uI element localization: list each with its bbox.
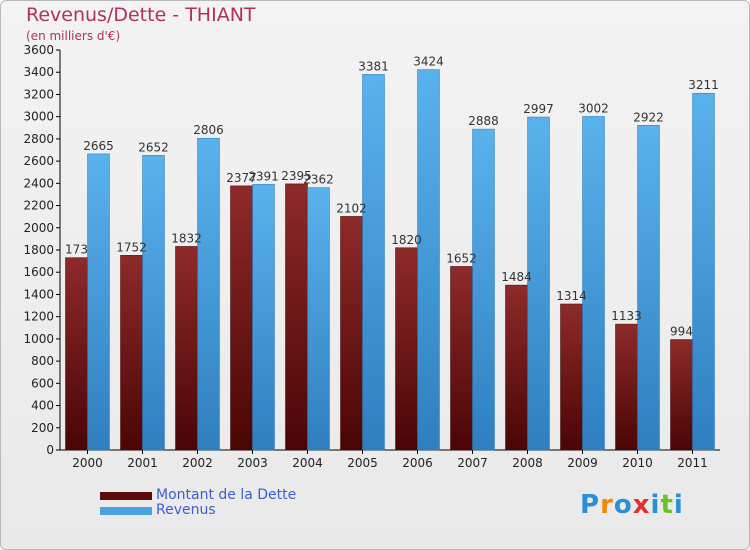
revenus-value-label: 2888 (468, 114, 499, 128)
x-tick-label: 2002 (182, 456, 213, 470)
y-tick-label: 3200 (23, 87, 54, 101)
x-tick-label: 2003 (237, 456, 268, 470)
legend-label-revenus: Revenus (156, 502, 216, 518)
x-tick-label: 2001 (127, 456, 158, 470)
y-tick-label: 1200 (23, 310, 54, 324)
revenus-bar (637, 125, 660, 451)
y-tick-label: 800 (31, 354, 54, 368)
logo-letter: t (660, 490, 674, 520)
dette-bar (340, 216, 363, 451)
legend-swatch-revenus (100, 507, 152, 515)
y-tick-label: 1800 (23, 243, 54, 257)
logo-letter: o (613, 490, 633, 520)
dette-value-label: 2102 (336, 201, 367, 215)
revenus-value-label: 2997 (523, 102, 554, 116)
y-tick-label: 2800 (23, 132, 54, 146)
revenus-value-label: 2391 (248, 169, 279, 183)
dette-bar (65, 257, 88, 451)
dette-bar (120, 255, 143, 451)
revenus-bar (197, 137, 220, 451)
revenus-bar (582, 116, 605, 451)
logo-letter: i (673, 490, 684, 520)
dette-bar (615, 323, 638, 451)
dette-bar (395, 247, 418, 451)
dette-value-label: 1820 (391, 233, 422, 247)
y-tick-label: 3600 (23, 43, 54, 57)
revenus-bar (307, 187, 330, 451)
dette-value-label: 173 (65, 243, 88, 257)
revenus-value-label: 2806 (193, 123, 224, 137)
revenus-bar (252, 184, 275, 451)
y-tick-label: 0 (46, 443, 54, 457)
dette-bar (230, 185, 253, 451)
x-tick-label: 2004 (292, 456, 323, 470)
logo-letter: P (580, 490, 601, 520)
x-tick-label: 2006 (402, 456, 433, 470)
y-tick-label: 2600 (23, 154, 54, 168)
dette-value-label: 2377 (226, 171, 257, 185)
revenus-value-label: 2652 (138, 140, 169, 154)
revenus-value-label: 3381 (358, 59, 389, 73)
revenus-value-label: 3002 (578, 101, 609, 115)
y-tick-label: 1000 (23, 332, 54, 346)
legend-label-dette: Montant de la Dette (156, 487, 297, 503)
x-tick-label: 2011 (677, 456, 708, 470)
dette-value-label: 1484 (501, 270, 532, 284)
y-tick-label: 400 (31, 399, 54, 413)
y-tick-label: 3400 (23, 65, 54, 79)
dette-value-label: 1133 (611, 309, 642, 323)
y-tick-label: 2400 (23, 176, 54, 190)
y-tick-label: 3000 (23, 110, 54, 124)
revenus-bar (142, 155, 165, 451)
revenus-value-label: 2362 (303, 173, 334, 187)
dette-bar (450, 266, 473, 451)
dette-bar (670, 339, 693, 451)
revenus-bar (417, 69, 440, 451)
dette-value-label: 1752 (116, 240, 147, 254)
revenus-bar (692, 92, 715, 451)
y-tick-label: 200 (31, 421, 54, 435)
x-tick-label: 2009 (567, 456, 598, 470)
revenus-value-label: 2665 (83, 139, 114, 153)
dette-bar (560, 303, 583, 451)
logo-letter: i (650, 490, 661, 520)
y-tick-label: 2000 (23, 221, 54, 235)
y-tick-label: 600 (31, 376, 54, 390)
dette-value-label: 1652 (446, 251, 477, 265)
x-tick-label: 2007 (457, 456, 488, 470)
x-tick-label: 2005 (347, 456, 378, 470)
chart-title: Revenus/Dette - THIANT (26, 4, 256, 26)
dette-bar (285, 183, 308, 451)
y-tick-label: 1400 (23, 287, 54, 301)
x-tick-label: 2010 (622, 456, 653, 470)
dette-value-label: 1314 (556, 289, 587, 303)
legend-swatch-dette (100, 492, 152, 500)
revenus-bar (87, 153, 110, 451)
revenus-bar (472, 128, 495, 451)
y-tick-label: 1600 (23, 265, 54, 279)
revenus-value-label: 2922 (633, 110, 664, 124)
logo-letter: r (600, 490, 614, 520)
x-tick-label: 2008 (512, 456, 543, 470)
logo-letter: x (632, 490, 651, 520)
x-tick-label: 2000 (72, 456, 103, 470)
revenus-value-label: 3424 (413, 55, 444, 69)
dette-bar (505, 284, 528, 451)
chart-subtitle: (en milliers d'€) (26, 29, 121, 43)
y-tick-label: 2200 (23, 199, 54, 213)
dette-value-label: 1832 (171, 231, 202, 245)
dette-value-label: 994 (670, 325, 693, 339)
proxiti-logo: Proxiti (580, 490, 684, 520)
revenus-bar (362, 74, 385, 451)
revenus-bar (527, 116, 550, 451)
revenus-value-label: 3211 (688, 78, 719, 92)
dette-bar (175, 246, 198, 451)
dette-value-label: 2395 (281, 169, 312, 183)
